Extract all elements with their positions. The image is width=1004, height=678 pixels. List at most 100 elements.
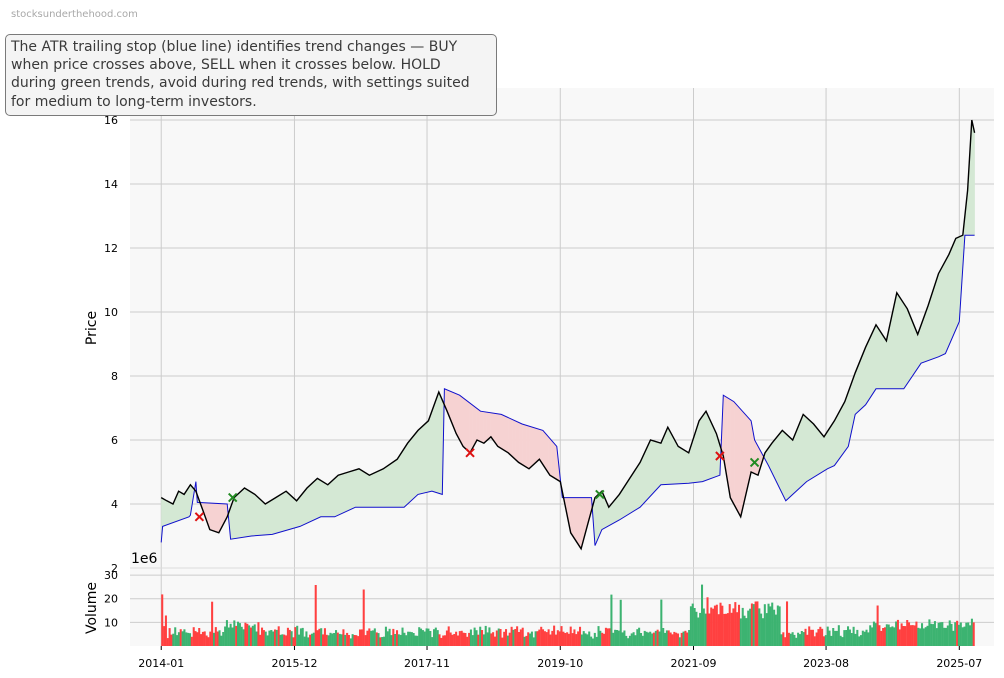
bear-fill-segment: [447, 389, 449, 414]
price-tick-label: 10: [104, 306, 118, 319]
bull-fill-segment: [874, 325, 877, 391]
bull-fill-segment: [915, 328, 917, 372]
bull-fill-segment: [701, 415, 703, 482]
bull-fill-segment: [371, 473, 373, 508]
date-x-ticks: 2014-01 2015-12 2017-11 2019-10 2021-09 2023-…: [138, 646, 982, 670]
volume-bar-down: [190, 636, 193, 646]
bull-fill-segment: [350, 471, 353, 510]
bull-fill-segment: [336, 475, 339, 516]
bull-fill-segment: [376, 471, 378, 508]
volume-bar-up: [597, 626, 600, 646]
volume-bar-down: [201, 631, 204, 646]
bull-fill-segment: [601, 491, 604, 531]
bear-fill-segment: [500, 414, 502, 449]
bull-fill-segment: [814, 424, 816, 477]
bull-fill-segment: [782, 430, 785, 498]
bull-fill-segment: [940, 267, 943, 356]
bear-fill-segment: [222, 503, 225, 526]
bull-fill-segment: [669, 429, 671, 485]
volume-bar-up: [264, 631, 267, 646]
volume-bar-up: [412, 633, 415, 646]
volume-bar-down: [355, 635, 358, 646]
volume-bar-up: [299, 628, 302, 646]
volume-bar-up: [887, 624, 890, 646]
volume-bar-down: [447, 626, 450, 646]
volume-bar-down: [455, 631, 458, 646]
volume-bar-down: [205, 635, 208, 646]
bull-fill-segment: [667, 427, 670, 485]
x-tick-label: 2017-11: [404, 657, 450, 670]
bull-fill-segment: [380, 469, 383, 508]
bull-fill-segment: [894, 298, 896, 389]
volume-bar-up: [420, 628, 423, 646]
volume-bar-down: [163, 626, 166, 646]
bull-fill-segment: [626, 482, 628, 516]
volume-bar-down: [360, 629, 363, 646]
bull-fill-segment: [260, 499, 262, 536]
bull-fill-segment: [806, 417, 808, 483]
bull-fill-segment: [631, 473, 634, 513]
volume-bar-up: [238, 623, 241, 646]
volume-bar-down: [288, 629, 291, 646]
bull-fill-segment: [286, 491, 289, 531]
bull-fill-segment: [895, 293, 897, 389]
bull-fill-segment: [290, 494, 292, 530]
volume-bar-up: [429, 631, 432, 646]
bull-fill-segment: [702, 414, 705, 482]
volume-bar-down: [464, 633, 467, 646]
volume-bar-up: [340, 634, 343, 646]
bull-fill-segment: [282, 493, 284, 532]
volume-bar-up: [852, 626, 855, 646]
buy-signal-marker: [228, 492, 238, 503]
bull-fill-segment: [798, 424, 800, 490]
volume-bar-up: [305, 631, 308, 646]
bull-fill-segment: [708, 416, 710, 480]
volume-bar-up: [584, 633, 587, 646]
volume-bar-up: [628, 635, 631, 646]
bull-fill-segment: [838, 410, 841, 460]
bear-fill-segment: [576, 497, 578, 543]
bear-fill-segment: [211, 503, 213, 531]
bull-fill-segment: [768, 445, 771, 469]
volume-bar-down: [286, 627, 289, 646]
volume-bar-up: [948, 620, 951, 646]
price-tick-label: 16: [104, 114, 118, 127]
bull-fill-segment: [638, 462, 641, 508]
volume-bar-up: [752, 604, 755, 646]
bull-fill-segment: [312, 482, 314, 521]
bear-fill-segment: [530, 426, 533, 468]
bull-fill-segment: [820, 432, 822, 474]
volume-bar-up: [867, 632, 870, 646]
bull-fill-segment: [809, 420, 811, 480]
bull-fill-segment: [861, 353, 864, 409]
volume-bar-down: [547, 629, 550, 646]
bear-fill-segment: [527, 425, 529, 469]
bull-fill-segment: [652, 440, 655, 494]
bull-fill-segment: [706, 411, 708, 481]
bull-fill-segment: [382, 468, 384, 508]
volume-bar-down: [551, 630, 554, 646]
bull-fill-segment: [680, 447, 683, 484]
bull-fill-segment: [931, 291, 933, 360]
bull-fill-segment: [308, 485, 311, 523]
volume-bar-down: [956, 620, 959, 646]
bull-fill-segment: [296, 500, 298, 528]
bear-fill-segment: [730, 399, 732, 501]
bull-fill-segment: [357, 468, 360, 508]
volume-bar-down: [686, 632, 689, 646]
volume-bar-up: [312, 632, 315, 646]
bull-fill-segment: [332, 479, 334, 517]
bull-fill-segment: [649, 440, 651, 498]
bull-fill-segment: [301, 492, 304, 526]
bull-fill-segment: [435, 398, 437, 493]
volume-bar-down: [362, 589, 365, 646]
volume-bar-up: [331, 633, 334, 646]
bull-fill-segment: [922, 318, 924, 363]
bull-fill-segment: [937, 273, 939, 358]
bull-fill-segment: [355, 469, 357, 508]
volume-bar-up: [189, 633, 192, 646]
volume-bar-down: [911, 625, 914, 646]
bear-fill-segment: [218, 503, 220, 533]
bear-fill-segment: [486, 412, 488, 441]
bull-fill-segment: [234, 496, 236, 539]
